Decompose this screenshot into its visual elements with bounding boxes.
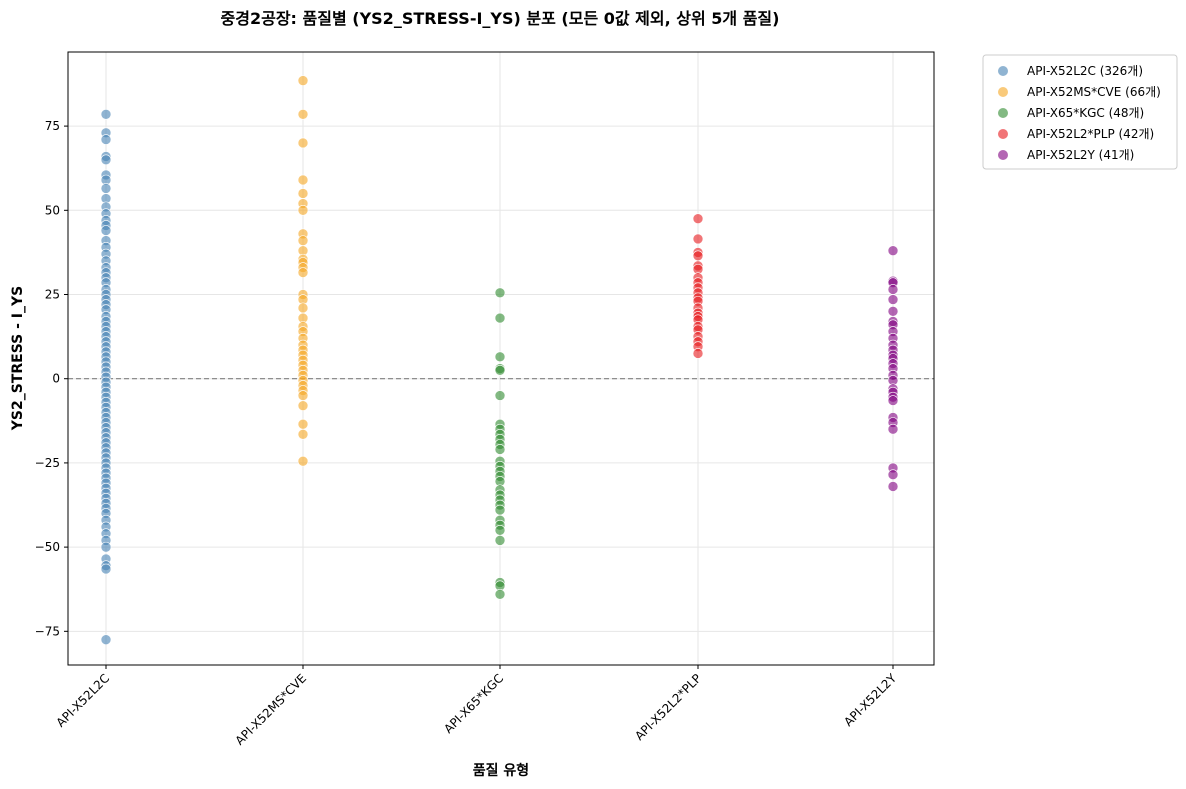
data-point [297,390,309,401]
y-tick-label: 50 [45,203,60,217]
legend-entry-label: API-X52L2*PLP (42개) [1027,127,1154,141]
data-point [887,306,899,317]
data-point [297,418,309,430]
data-point [297,188,309,199]
data-point [297,235,309,246]
x-axis-ticks: API-X52L2C API-X52MS*CVE API-X65*KGC API-X5… [53,665,900,748]
y-tick-label: −75 [35,624,60,638]
data-point [100,134,112,145]
data-point [494,364,506,376]
y-axis-ticks: −75 −50 −25 0 25 50 75 [35,119,68,638]
data-point [494,312,506,324]
legend: API-X52L2C (326개) API-X52MS*CVE (66개) API-… [982,54,1178,170]
data-point [297,205,309,216]
data-point [494,390,506,401]
data-point [692,213,704,225]
legend-box [982,54,1178,170]
legend-entry-label: API-X65*KGC (48개) [1027,106,1144,120]
y-tick-label: 0 [52,372,60,386]
data-point [692,348,704,359]
data-point [494,535,506,546]
x-tick-label: API-X52L2*PLP [632,671,704,743]
plot-area-frame [67,51,935,666]
data-point [297,302,309,314]
legend-marker [998,108,1008,118]
data-point [100,225,112,236]
data-point [100,183,112,194]
data-point [297,400,309,411]
legend-entry-label: API-X52L2Y (41개) [1027,148,1134,162]
data-point [887,395,899,406]
x-axis-label: 품질 유형 [473,762,529,779]
data-point [100,634,112,646]
data-point [297,109,309,120]
data-point [494,287,506,299]
data-point [297,174,309,186]
legend-entry-label: API-X52L2C (326개) [1027,64,1143,78]
data-point [494,588,506,600]
y-tick-label: −50 [35,540,60,554]
legend-marker [998,150,1008,160]
data-point [100,109,112,120]
data-point [887,423,899,435]
data-point [692,250,704,262]
x-tick-label: API-X65*KGC [441,671,506,736]
data-point [692,233,704,245]
data-point [887,469,899,481]
legend-entry-label: API-X52MS*CVE (66개) [1027,85,1161,99]
data-point [887,294,899,305]
legend-marker [998,129,1008,139]
data-point [100,563,112,575]
y-tick-label: −25 [35,456,60,470]
data-point [297,428,309,440]
y-axis-label: YS2_STRESS - I_YS [10,286,26,431]
data-points [100,75,899,646]
data-point [887,284,899,295]
data-point [297,267,309,278]
data-point [297,75,309,86]
x-tick-label: API-X52L2Y [841,671,899,729]
data-point [887,245,899,257]
legend-marker [998,66,1008,76]
data-point [494,351,506,363]
data-point [297,455,309,467]
data-point [887,481,899,492]
data-point [297,137,309,149]
data-point [494,504,506,516]
data-point [100,541,112,553]
y-tick-label: 25 [45,288,60,302]
data-point [100,154,112,166]
chart-title: 중경2공장: 품질별 (YS2_STRESS-I_YS) 분포 (모든 0값 제… [221,9,780,28]
x-tick-label: API-X52MS*CVE [232,671,309,748]
legend-marker [998,87,1008,97]
y-tick-label: 75 [45,119,60,133]
data-point [494,524,506,536]
data-point [494,444,506,455]
x-tick-label: API-X52L2C [53,671,112,730]
